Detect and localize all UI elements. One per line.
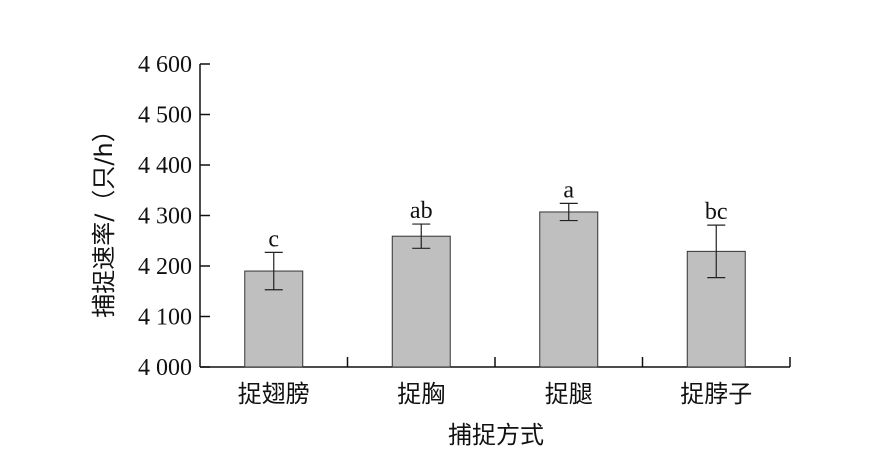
error-bar — [412, 223, 431, 249]
error-bar — [264, 251, 283, 291]
bars: c ab a bc — [244, 177, 746, 368]
x-tick-label: 捉翅膀 — [238, 380, 310, 408]
significance-label: a — [563, 177, 574, 203]
bar — [391, 235, 451, 368]
significance-label: ab — [410, 198, 433, 224]
y-tick-label: 4 300 — [138, 204, 192, 230]
x-axis-title: 捕捉方式 — [448, 421, 544, 449]
y-tick-label: 4 000 — [138, 355, 192, 381]
x-tick-label: 捉腿 — [545, 380, 593, 408]
y-tick-label: 4 400 — [138, 153, 192, 179]
error-bar — [707, 224, 726, 279]
significance-label: c — [268, 226, 279, 252]
y-tick-label: 4 100 — [138, 305, 192, 331]
bar — [539, 211, 599, 368]
y-tick-label: 4 200 — [138, 254, 192, 280]
significance-label: bc — [705, 199, 728, 225]
x-tick-label: 捉胸 — [397, 380, 445, 408]
y-tick-label: 4 600 — [138, 52, 192, 78]
x-tick-label: 捉脖子 — [680, 380, 752, 408]
x-axis: 捉翅膀 捉胸 捉腿 捉脖子 — [200, 357, 791, 408]
y-axis-title: 捕捉速率/（只/h） — [90, 118, 118, 317]
error-bar — [559, 202, 578, 222]
y-tick-label: 4 500 — [138, 103, 192, 129]
y-axis: 4 000 4 100 4 200 4 300 4 400 4 500 4 600 — [138, 52, 210, 381]
